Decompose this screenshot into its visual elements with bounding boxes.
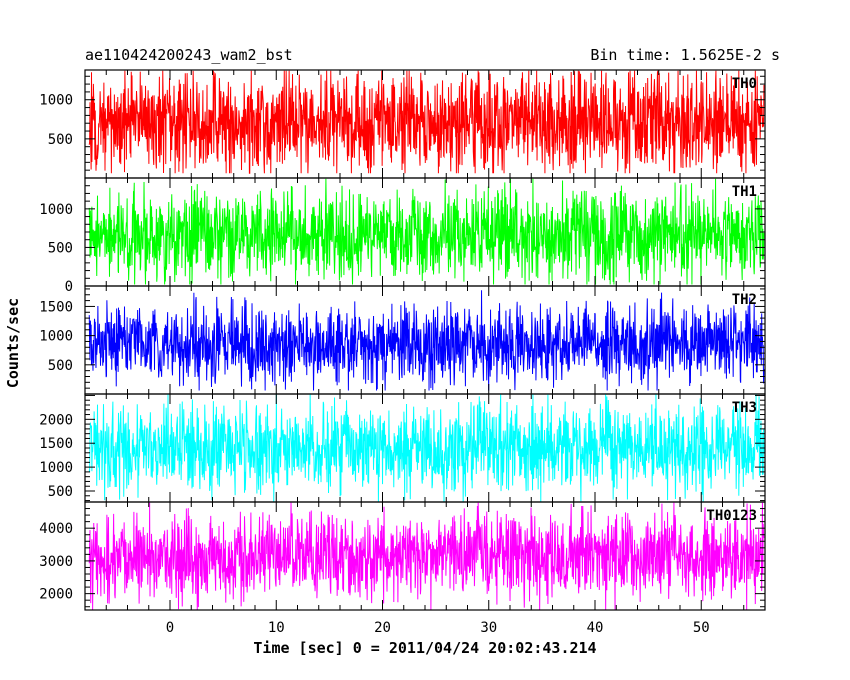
y-tick-label: 1500 [39, 436, 73, 452]
series-line-th3 [88, 394, 765, 502]
x-tick-label: 40 [587, 620, 604, 636]
x-tick-label: 50 [693, 620, 710, 636]
y-tick-label: 500 [48, 132, 73, 148]
y-tick-label: 500 [48, 240, 73, 256]
x-axis-title: Time [sec] 0 = 2011/04/24 20:02:43.214 [253, 639, 596, 657]
series-line-th2 [88, 290, 765, 391]
y-tick-label: 4000 [39, 521, 73, 537]
y-tick-label: 500 [48, 484, 73, 500]
chart-title-right: Bin time: 1.5625E-2 s [590, 46, 780, 64]
series-line-th0 [88, 70, 765, 174]
series-line-th1 [88, 178, 765, 285]
y-tick-label: 1000 [39, 329, 73, 345]
panel-th0123: 2000 3000 4000 TH0123 [39, 501, 766, 611]
chart-title-left: ae110424200243_wam2_bst [85, 46, 293, 64]
panel-label: TH2 [732, 292, 757, 308]
panel-stack: 500 1000 TH0 0 500 1000 TH1 500 1000 1500 TH2 500 10… [39, 69, 766, 611]
y-tick-label: 1000 [39, 202, 73, 218]
panel-th0: 500 1000 TH0 [39, 69, 766, 179]
y-tick-label: 500 [48, 358, 73, 374]
y-tick-label: 2000 [39, 587, 73, 603]
x-tick-label: 0 [166, 620, 174, 636]
panel-label: TH3 [732, 400, 757, 416]
x-tick-label: 10 [268, 620, 285, 636]
series-line-th0123 [88, 502, 765, 610]
y-tick-label: 3000 [39, 554, 73, 570]
y-tick-label: 2000 [39, 412, 73, 428]
panel-label: TH1 [732, 184, 757, 200]
x-tick-label: 30 [480, 620, 497, 636]
panel-th1: 0 500 1000 TH1 [39, 177, 766, 295]
panel-th2: 500 1000 1500 TH2 [39, 285, 766, 395]
y-tick-label: 1500 [39, 299, 73, 315]
panel-th3: 500 1000 1500 2000 TH3 [39, 393, 766, 503]
panel-label: TH0123 [706, 508, 757, 524]
y-axis-title: Counts/sec [4, 298, 22, 388]
y-tick-label: 1000 [39, 460, 73, 476]
x-axis: 0 10 20 30 40 50 [166, 620, 710, 636]
x-tick-label: 20 [374, 620, 391, 636]
y-tick-label: 1000 [39, 93, 73, 109]
y-tick-label: 0 [65, 279, 73, 295]
panel-label: TH0 [732, 76, 757, 92]
